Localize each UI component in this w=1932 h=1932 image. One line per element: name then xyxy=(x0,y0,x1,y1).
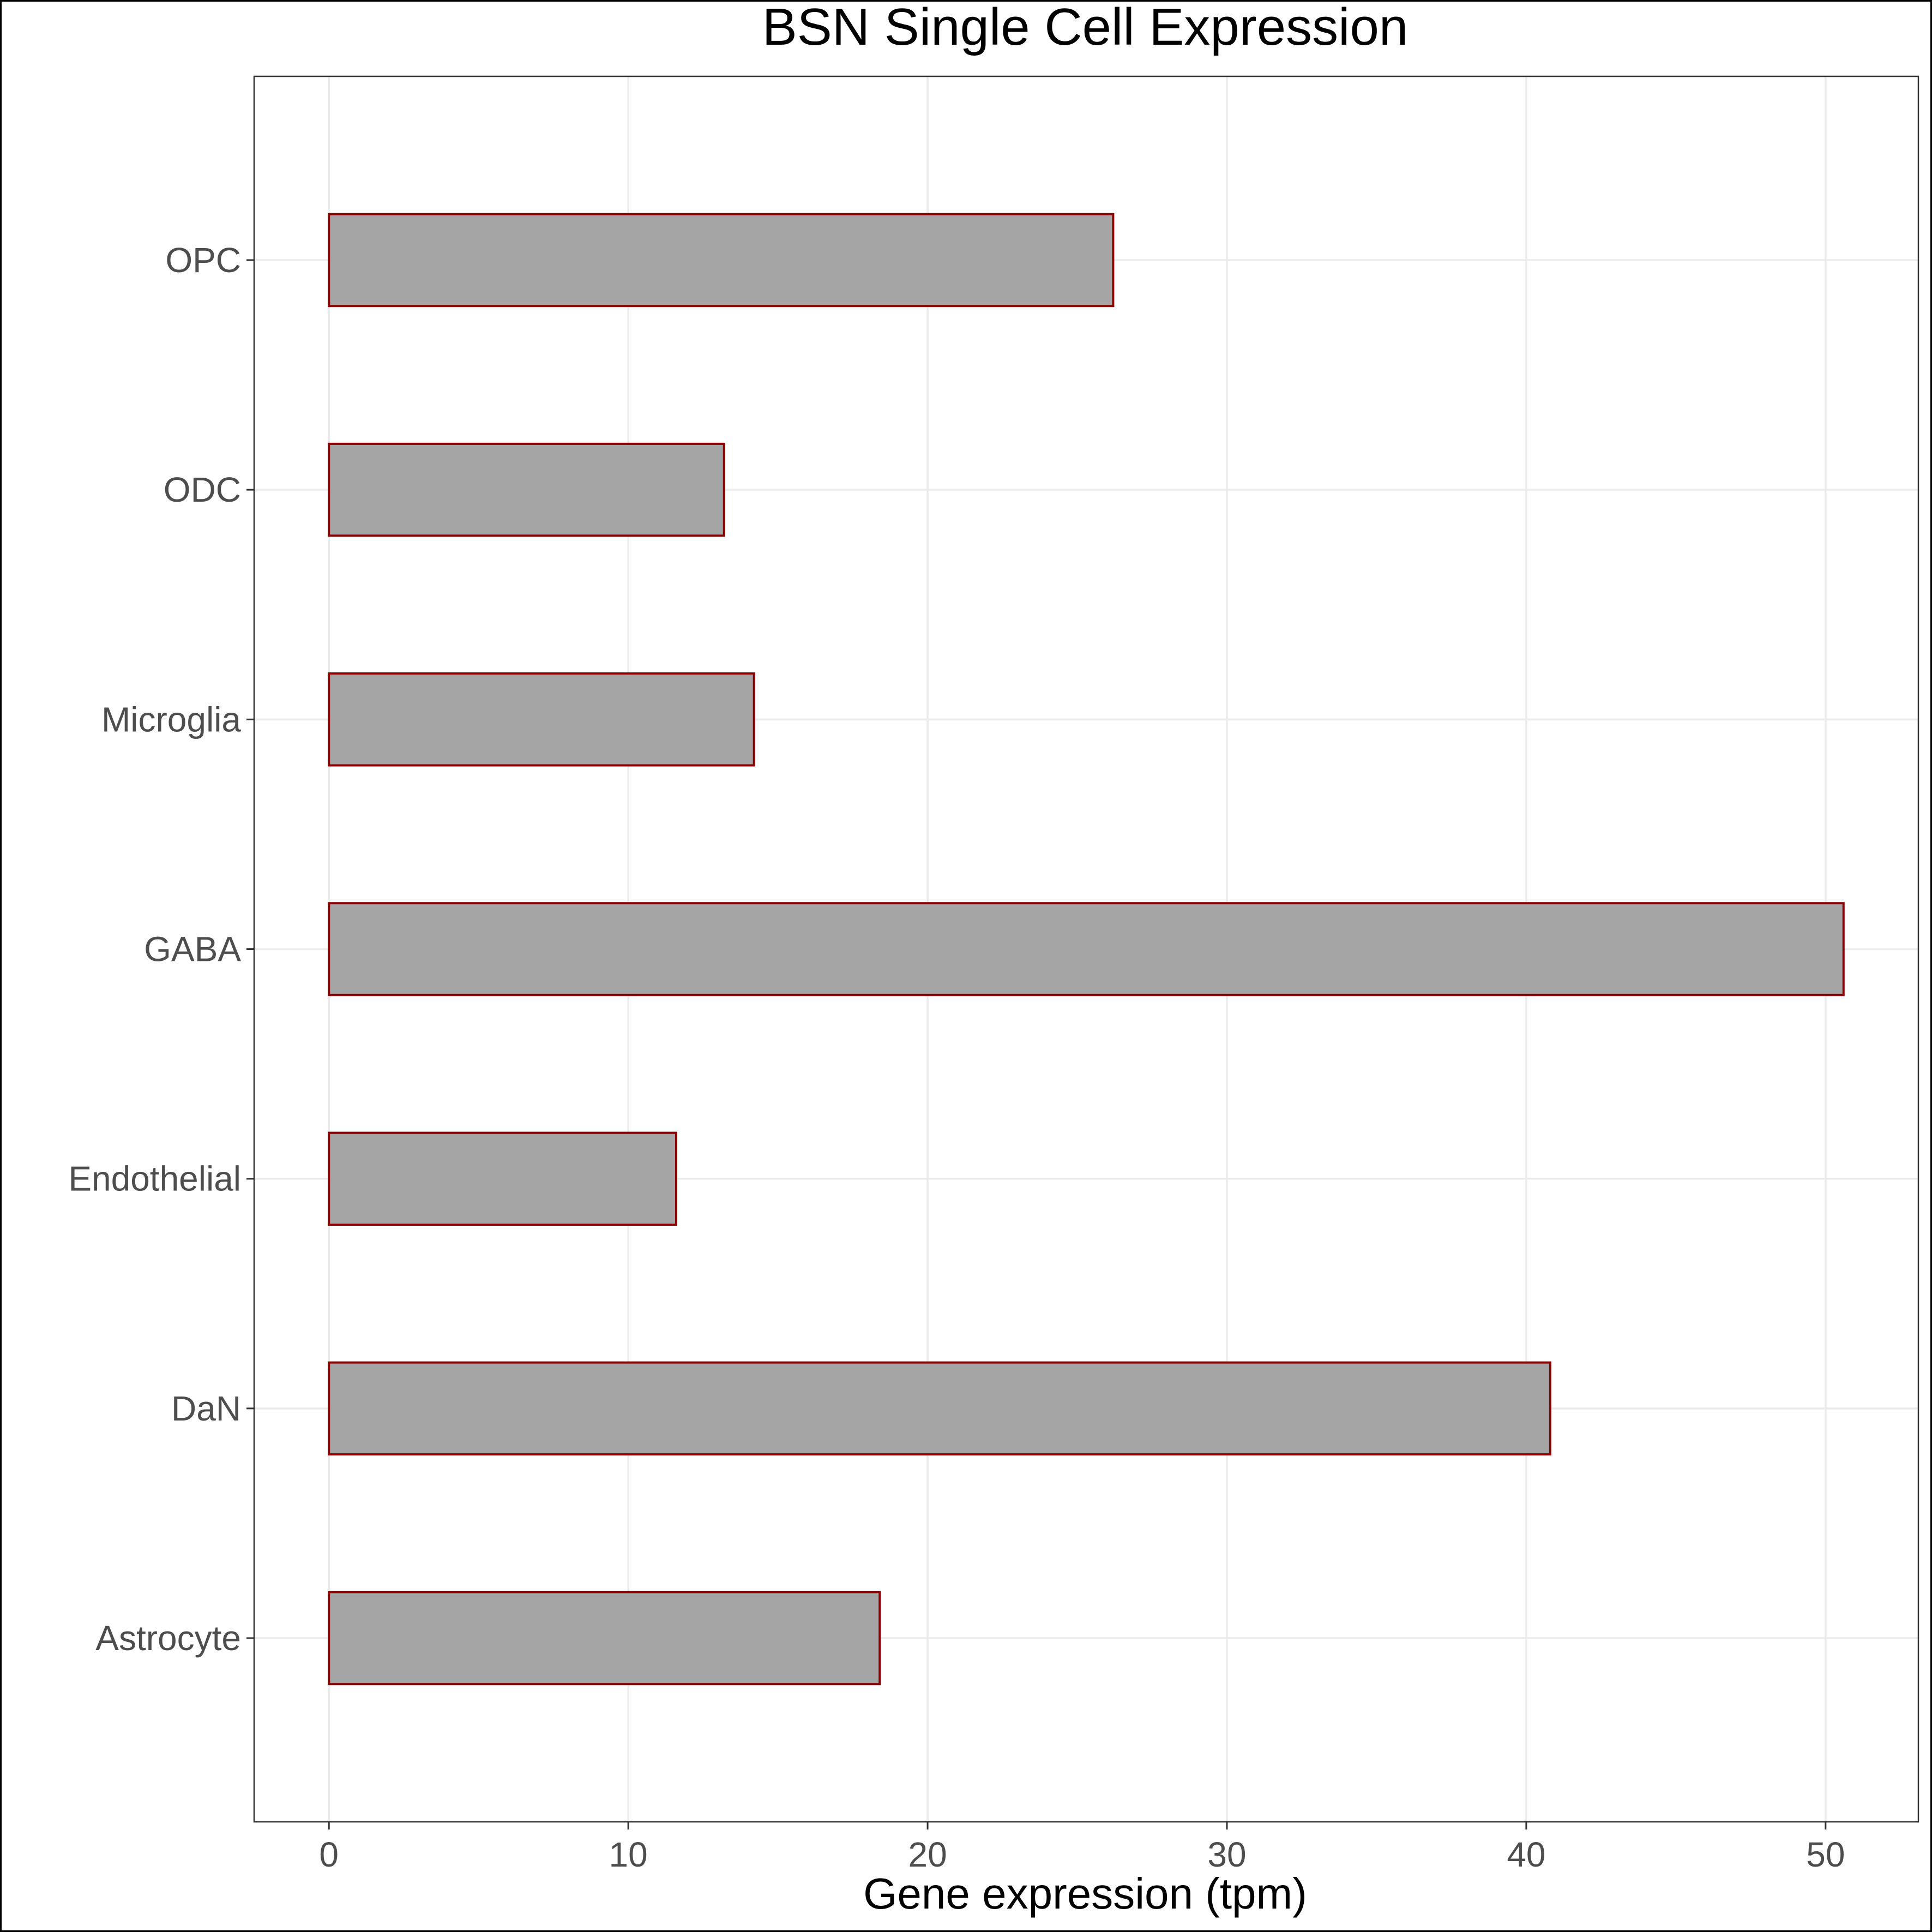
bars xyxy=(328,213,1845,1686)
bar xyxy=(328,1131,677,1226)
y-axis: Astrocyte DaN Endothelial GABA Microglia ODC O… xyxy=(68,240,254,1658)
x-tick-label: 40 xyxy=(1507,1835,1545,1874)
chart-title: BSN Single Cell Expression xyxy=(762,0,1409,56)
x-tick-label: 10 xyxy=(609,1835,648,1874)
y-tick-label: GABA xyxy=(144,930,241,969)
y-tick-label: Astrocyte xyxy=(95,1618,241,1658)
x-axis: 0 10 20 30 40 50 xyxy=(319,1822,1845,1874)
x-axis-title: Gene expression (tpm) xyxy=(863,1869,1307,1918)
y-tick-label: ODC xyxy=(164,470,241,509)
x-tick-label: 50 xyxy=(1806,1835,1845,1874)
x-tick-label: 30 xyxy=(1207,1835,1246,1874)
bar xyxy=(328,902,1845,996)
y-tick-label: Endothelial xyxy=(68,1159,241,1199)
bar xyxy=(328,1361,1551,1456)
y-tick-label: DaN xyxy=(171,1389,241,1428)
y-tick-label: OPC xyxy=(165,240,241,280)
bar xyxy=(328,442,725,537)
bar xyxy=(328,1591,881,1686)
x-tick-label: 20 xyxy=(908,1835,947,1874)
x-tick-label: 0 xyxy=(319,1835,339,1874)
y-tick-label: Microglia xyxy=(101,700,241,739)
bar xyxy=(328,672,755,767)
bar xyxy=(328,213,1115,308)
